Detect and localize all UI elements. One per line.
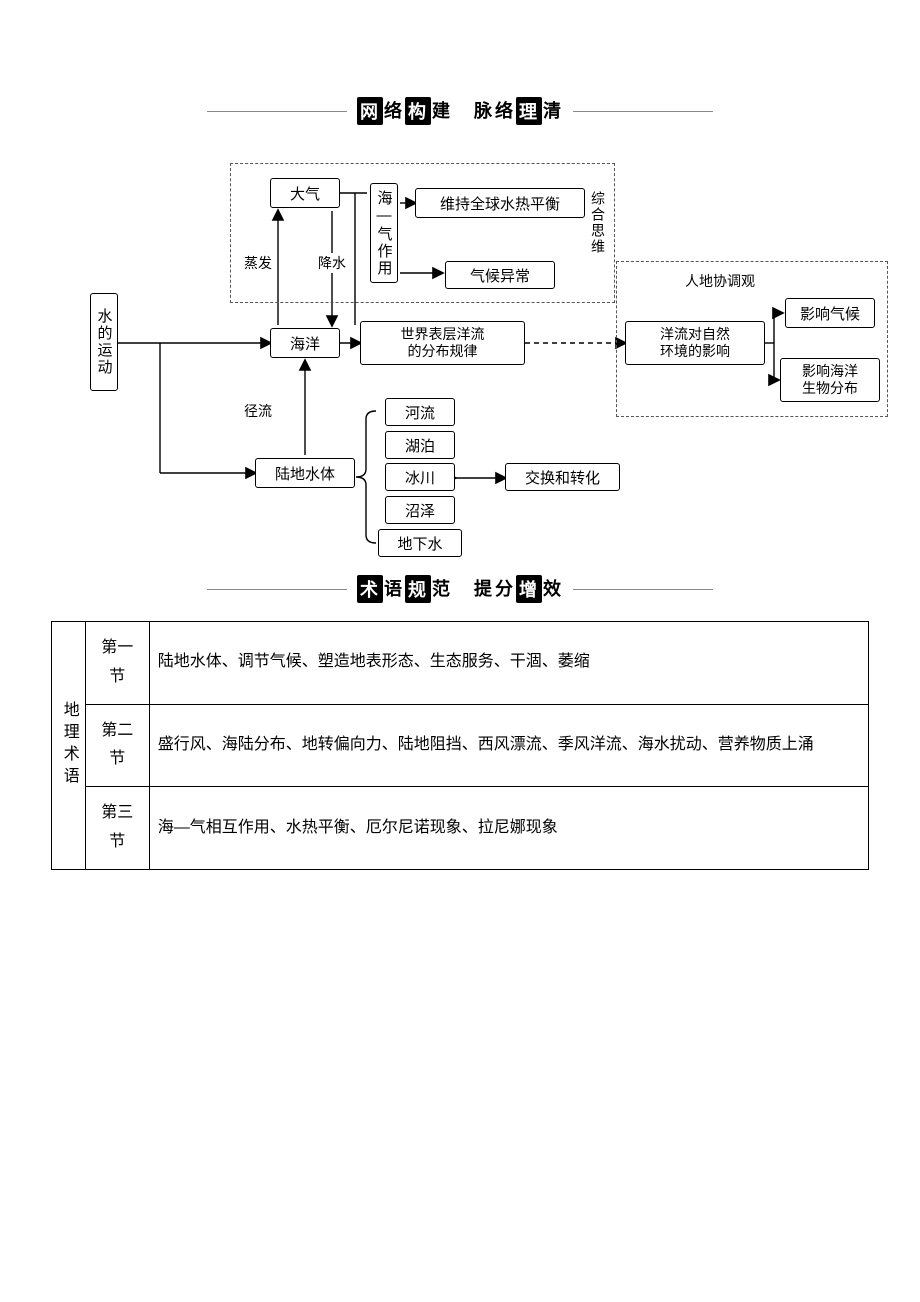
diagram-node: 洋流对自然环境的影响 [625, 321, 765, 365]
diagram-node: 气候异常 [445, 261, 555, 289]
diagram-label: 蒸发 [244, 253, 272, 273]
diagram-node: 海—气作用 [370, 183, 398, 283]
diagram-label: 人地协调观 [685, 271, 755, 291]
diagram-node: 交换和转化 [505, 463, 620, 491]
concept-diagram: 水的运动 大气海洋陆地水体 海—气作用维持全球水热平衡气候异常世界表层洋流的分布规律… [60, 143, 880, 563]
table-cell: 第一节 [85, 622, 149, 705]
diagram-node: 影响气候 [785, 298, 875, 328]
diagram-node: 维持全球水热平衡 [415, 188, 585, 218]
diagram-node: 沼泽 [385, 496, 455, 524]
table-cell: 海—气相互作用、水热平衡、厄尔尼诺现象、拉尼娜现象 [149, 787, 868, 870]
diagram-node: 水的运动 [90, 293, 118, 391]
diagram-label: 径流 [244, 401, 272, 421]
divider [573, 589, 713, 590]
section-title-1: 网络构建 脉络理清 [40, 97, 880, 125]
diagram-node: 海洋 [270, 328, 340, 358]
diagram-node: 湖泊 [385, 431, 455, 459]
table-cell: 陆地水体、调节气候、塑造地表形态、生态服务、干涸、萎缩 [149, 622, 868, 705]
diagram-node: 大气 [270, 178, 340, 208]
diagram-label: 综合思维 [588, 191, 608, 255]
diagram-label: 降水 [318, 253, 346, 273]
title-text-2: 术语规范 提分增效 [357, 575, 563, 603]
title-text-1: 网络构建 脉络理清 [357, 97, 563, 125]
terminology-table: 地理术语 第一节 陆地水体、调节气候、塑造地表形态、生态服务、干涸、萎缩 第二节… [51, 621, 869, 870]
table-cell: 盛行风、海陆分布、地转偏向力、陆地阻挡、西风漂流、季风洋流、海水扰动、营养物质上… [149, 704, 868, 787]
section-title-2: 术语规范 提分增效 [40, 575, 880, 603]
diagram-node: 地下水 [378, 529, 462, 557]
divider [207, 589, 347, 590]
diagram-node: 世界表层洋流的分布规律 [360, 321, 525, 365]
table-row-header: 地理术语 [52, 622, 86, 870]
diagram-node: 影响海洋生物分布 [780, 358, 880, 402]
divider [207, 111, 347, 112]
divider [573, 111, 713, 112]
table-cell: 第三节 [85, 787, 149, 870]
diagram-node: 冰川 [385, 463, 455, 491]
table-cell: 第二节 [85, 704, 149, 787]
diagram-node: 河流 [385, 398, 455, 426]
diagram-node: 陆地水体 [255, 458, 355, 488]
